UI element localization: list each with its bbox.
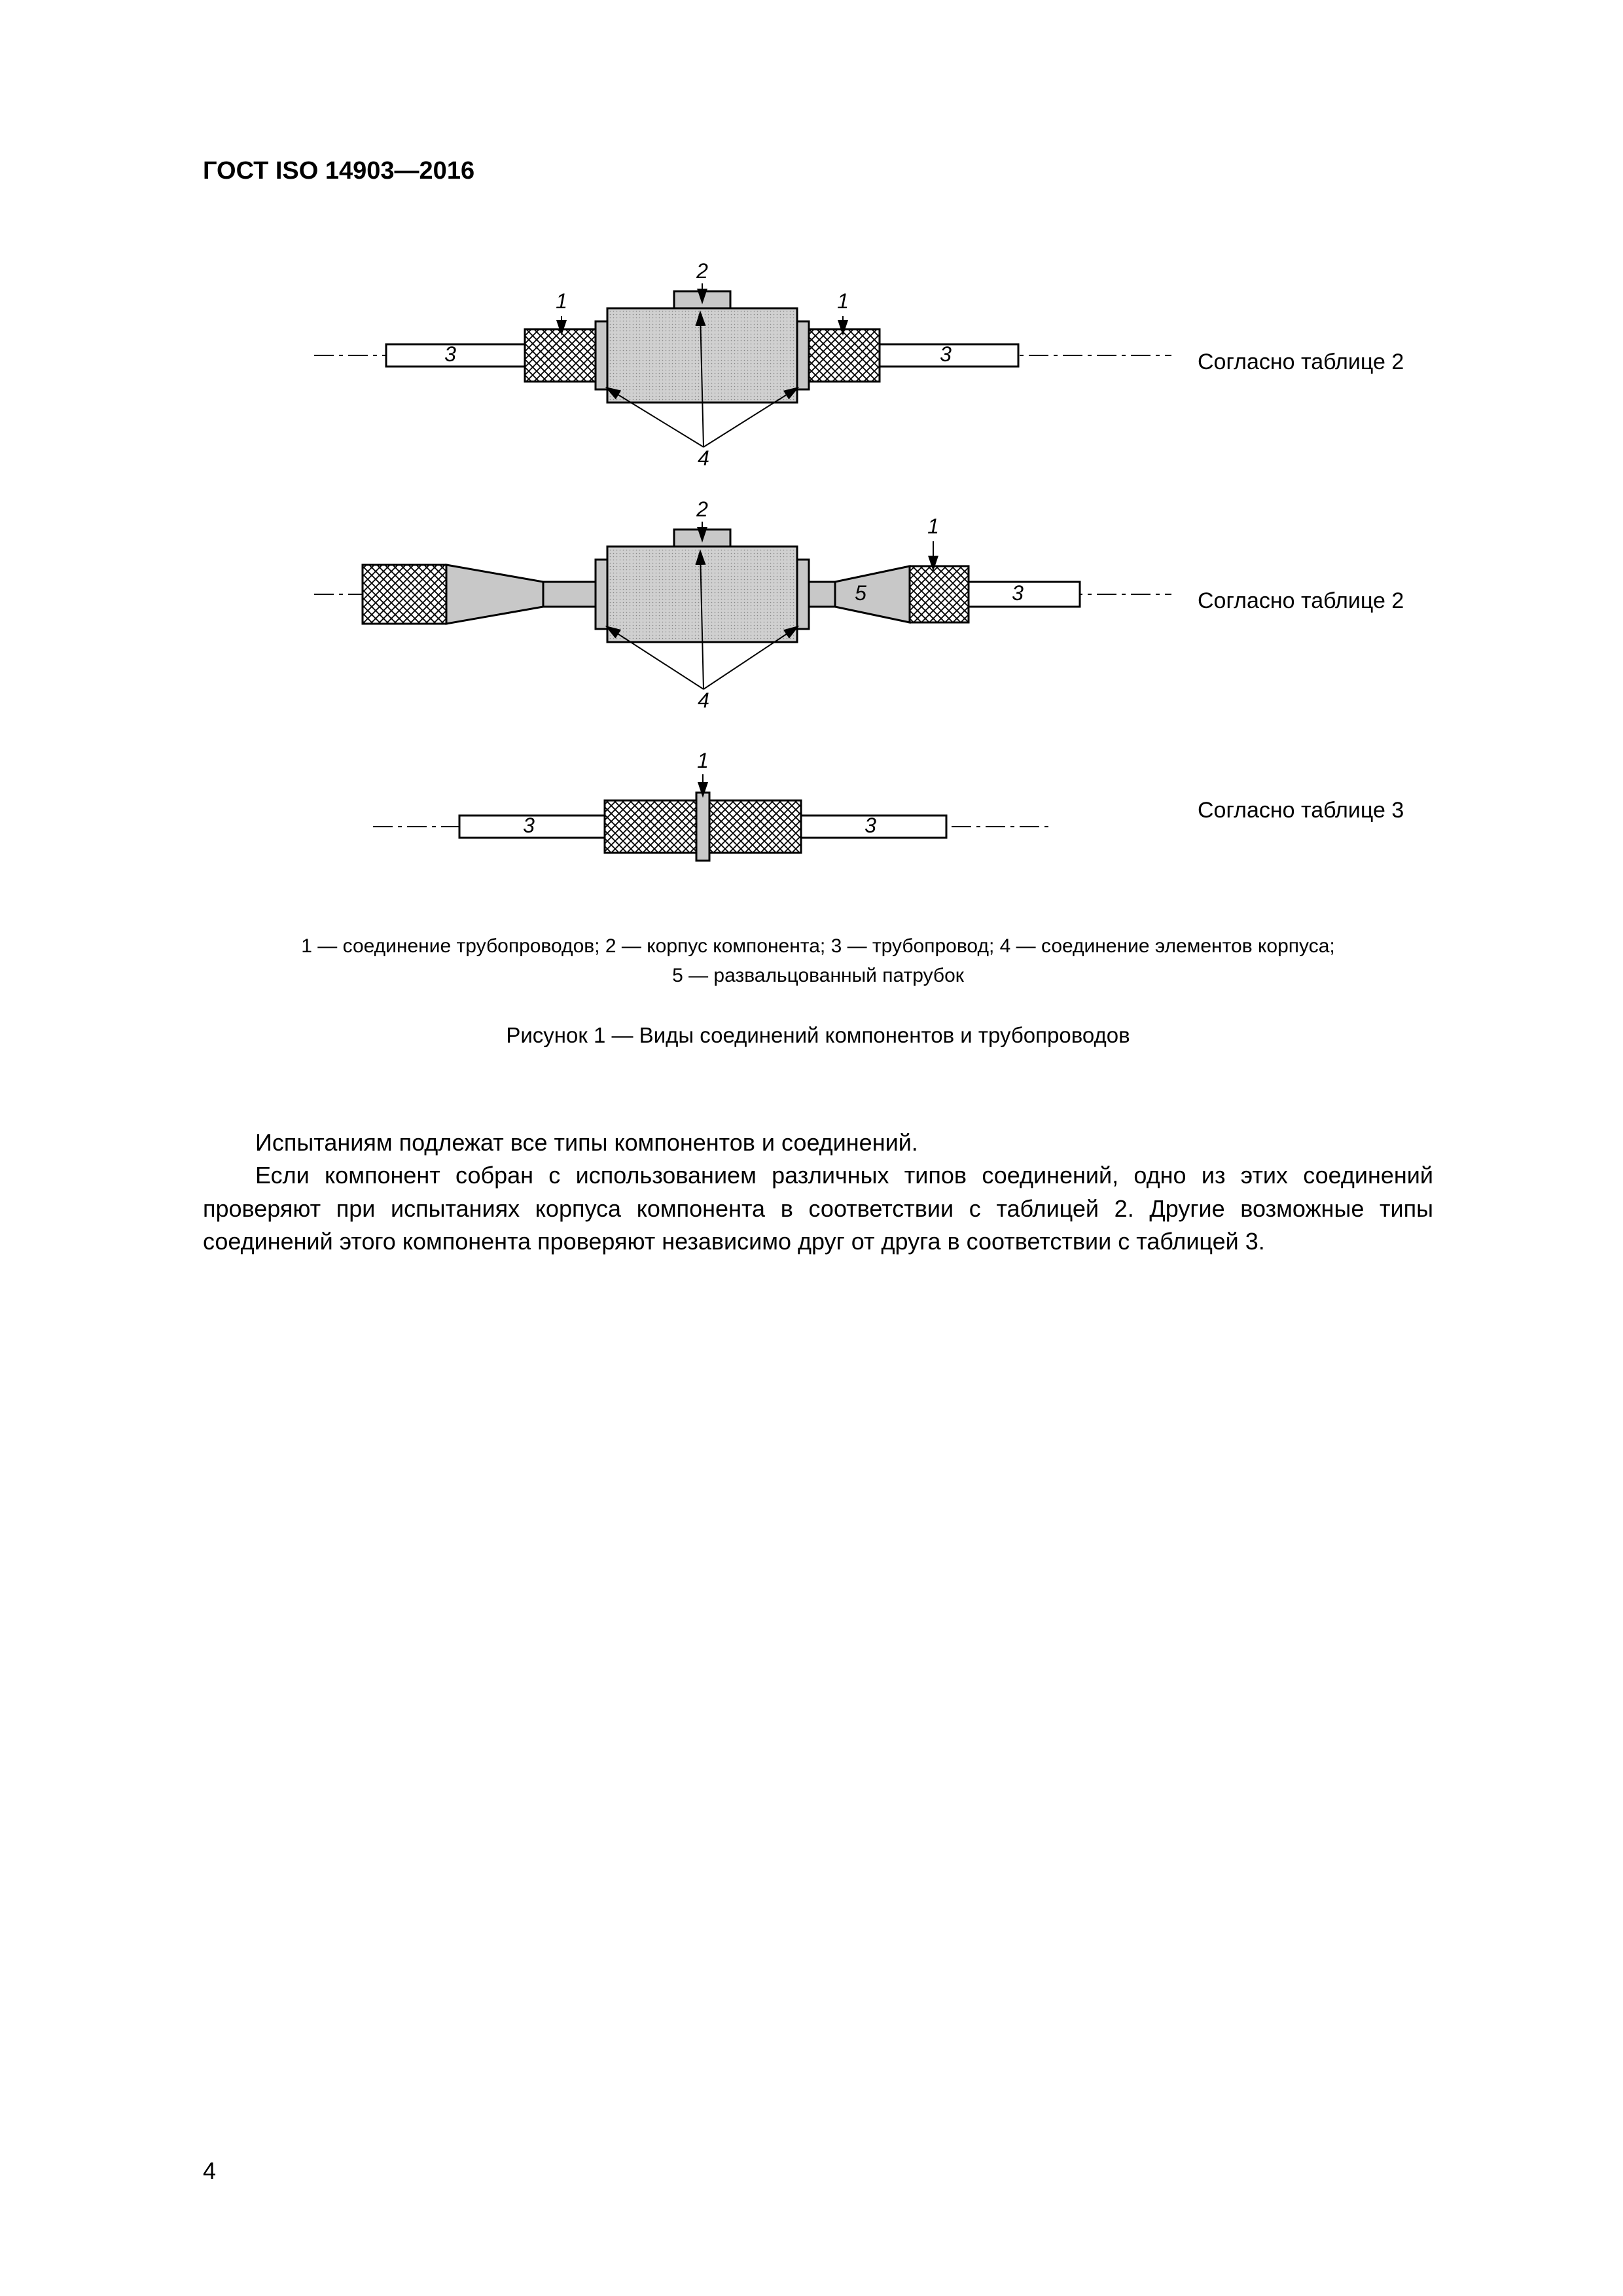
svg-text:1: 1 <box>556 289 567 313</box>
legend-line-1: 1 — соединение трубопроводов; 2 — корпус… <box>301 935 1334 957</box>
body-text: Испытаниям подлежат все типы компонентов… <box>203 1126 1433 1259</box>
paragraph-2: Если компонент собран с использованием р… <box>203 1159 1433 1258</box>
document-header: ГОСТ ISO 14903—2016 <box>203 157 1433 185</box>
svg-text:5: 5 <box>855 581 866 605</box>
svg-text:3: 3 <box>865 814 876 837</box>
svg-text:3: 3 <box>940 342 952 366</box>
paragraph-1: Испытаниям подлежат все типы компонентов… <box>203 1126 1433 1159</box>
figure-1: 2 1 1 3 3 4 Согласно таблице 2 <box>203 257 1433 1048</box>
page-number: 4 <box>203 2157 216 2185</box>
svg-text:3: 3 <box>1012 581 1024 605</box>
row-3-caption: Согласно таблице 3 <box>1198 798 1404 823</box>
svg-text:2: 2 <box>696 497 708 521</box>
figure-row-1: 2 1 1 3 3 4 Согласно таблице 2 <box>203 257 1433 467</box>
figure-row-3: 1 3 3 Согласно таблице 3 <box>203 735 1433 886</box>
svg-text:4: 4 <box>698 446 709 467</box>
svg-text:1: 1 <box>927 514 939 538</box>
svg-text:3: 3 <box>444 342 456 366</box>
figure-legend: 1 — соединение трубопроводов; 2 — корпус… <box>203 931 1433 990</box>
svg-text:2: 2 <box>696 259 708 283</box>
row-2-caption: Согласно таблице 2 <box>1198 588 1404 614</box>
figure-caption: Рисунок 1 — Виды соединений компонентов … <box>203 1023 1433 1048</box>
svg-text:1: 1 <box>697 749 709 772</box>
figure-row-2: 2 1 5 3 4 Согласно таблице 2 <box>203 493 1433 709</box>
svg-text:4: 4 <box>698 689 709 709</box>
legend-line-2: 5 — развальцованный патрубок <box>672 965 964 986</box>
row-1-caption: Согласно таблице 2 <box>1198 350 1404 375</box>
svg-text:1: 1 <box>837 289 849 313</box>
svg-text:3: 3 <box>523 814 535 837</box>
